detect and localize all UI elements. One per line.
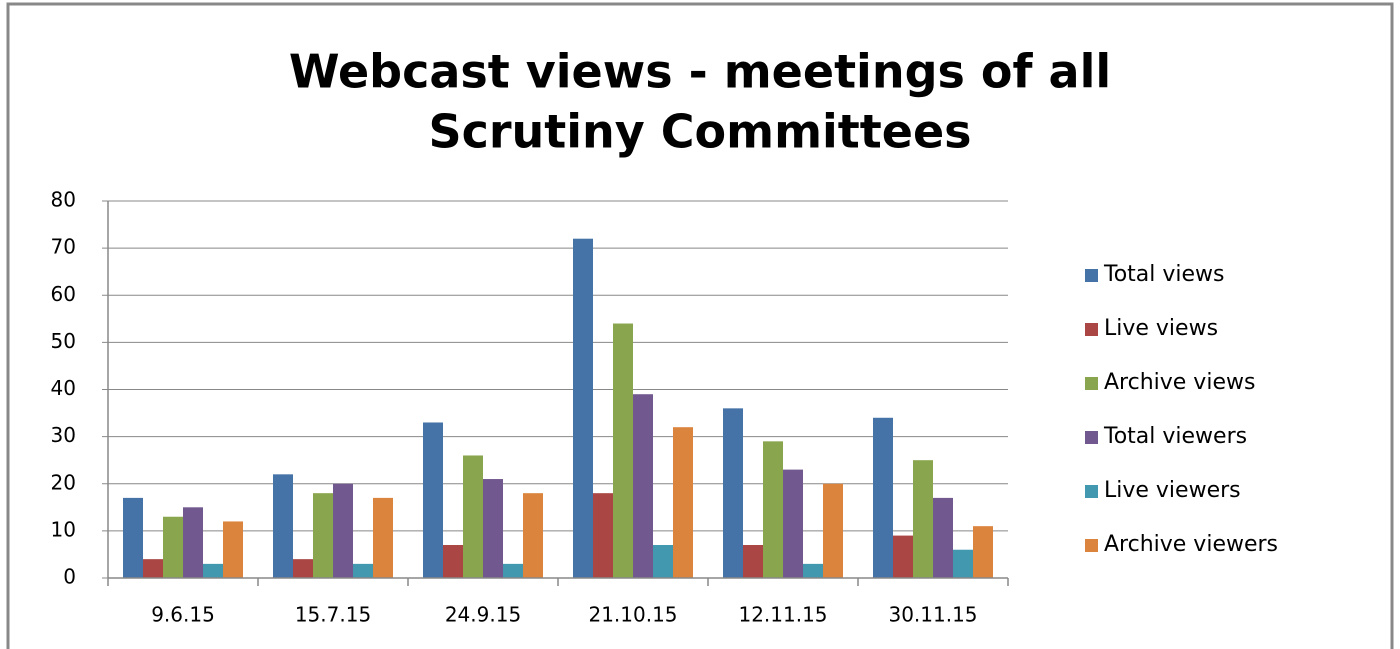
bar xyxy=(223,521,243,578)
bar xyxy=(573,238,593,578)
bar xyxy=(353,563,373,578)
legend-swatch xyxy=(1085,485,1098,498)
bar xyxy=(803,563,823,578)
legend-label: Live views xyxy=(1104,316,1218,341)
bar xyxy=(523,493,543,578)
legend-swatch xyxy=(1085,431,1098,444)
legend-swatch xyxy=(1085,539,1098,552)
legend-label: Live viewers xyxy=(1104,478,1241,503)
x-tick-label: 9.6.15 xyxy=(151,603,215,627)
bar xyxy=(443,545,463,578)
y-tick-label: 0 xyxy=(63,565,76,589)
legend-label: Total viewers xyxy=(1103,424,1247,449)
bar xyxy=(653,545,673,578)
bar xyxy=(913,460,933,578)
bar xyxy=(673,427,693,578)
x-tick-label: 12.11.15 xyxy=(738,603,827,627)
bar xyxy=(333,483,353,578)
bar xyxy=(143,559,163,578)
y-tick-label: 20 xyxy=(51,470,76,494)
bar xyxy=(823,483,843,578)
bar xyxy=(163,516,183,578)
y-tick-label: 50 xyxy=(51,329,76,353)
y-tick-label: 60 xyxy=(51,282,76,306)
bar xyxy=(483,479,503,578)
y-tick-label: 10 xyxy=(51,517,76,541)
bar xyxy=(593,493,613,578)
bar xyxy=(503,563,523,578)
legend-label: Archive viewers xyxy=(1104,532,1278,557)
x-tick-label: 15.7.15 xyxy=(295,603,371,627)
bar xyxy=(933,497,953,578)
bar xyxy=(783,469,803,578)
bar xyxy=(123,497,143,578)
bar xyxy=(313,493,333,578)
bar xyxy=(873,417,893,578)
bar xyxy=(183,507,203,578)
bar xyxy=(633,394,653,578)
y-tick-label: 40 xyxy=(51,376,76,400)
bar xyxy=(893,535,913,578)
bar xyxy=(293,559,313,578)
legend-swatch xyxy=(1085,377,1098,390)
legend-swatch xyxy=(1085,323,1098,336)
bar xyxy=(973,526,993,578)
legend-label: Archive views xyxy=(1104,370,1255,395)
x-tick-label: 24.9.15 xyxy=(445,603,521,627)
y-tick-label: 80 xyxy=(51,188,76,212)
legend-label: Total views xyxy=(1103,262,1225,287)
x-tick-label: 30.11.15 xyxy=(888,603,977,627)
y-tick-label: 70 xyxy=(51,235,76,259)
x-tick-label: 21.10.15 xyxy=(588,603,677,627)
bar xyxy=(463,455,483,578)
chart-title: Webcast views - meetings of all xyxy=(289,45,1111,99)
bar xyxy=(953,549,973,578)
bar xyxy=(763,441,783,578)
y-tick-label: 30 xyxy=(51,423,76,447)
bar xyxy=(273,474,293,578)
legend-swatch xyxy=(1085,269,1098,282)
bar xyxy=(373,497,393,578)
chart-frame xyxy=(6,2,1394,649)
chart-title: Scrutiny Committees xyxy=(428,105,971,159)
bar xyxy=(743,545,763,578)
bar xyxy=(423,422,443,578)
bar xyxy=(613,323,633,578)
bar xyxy=(723,408,743,578)
bar xyxy=(203,563,223,578)
